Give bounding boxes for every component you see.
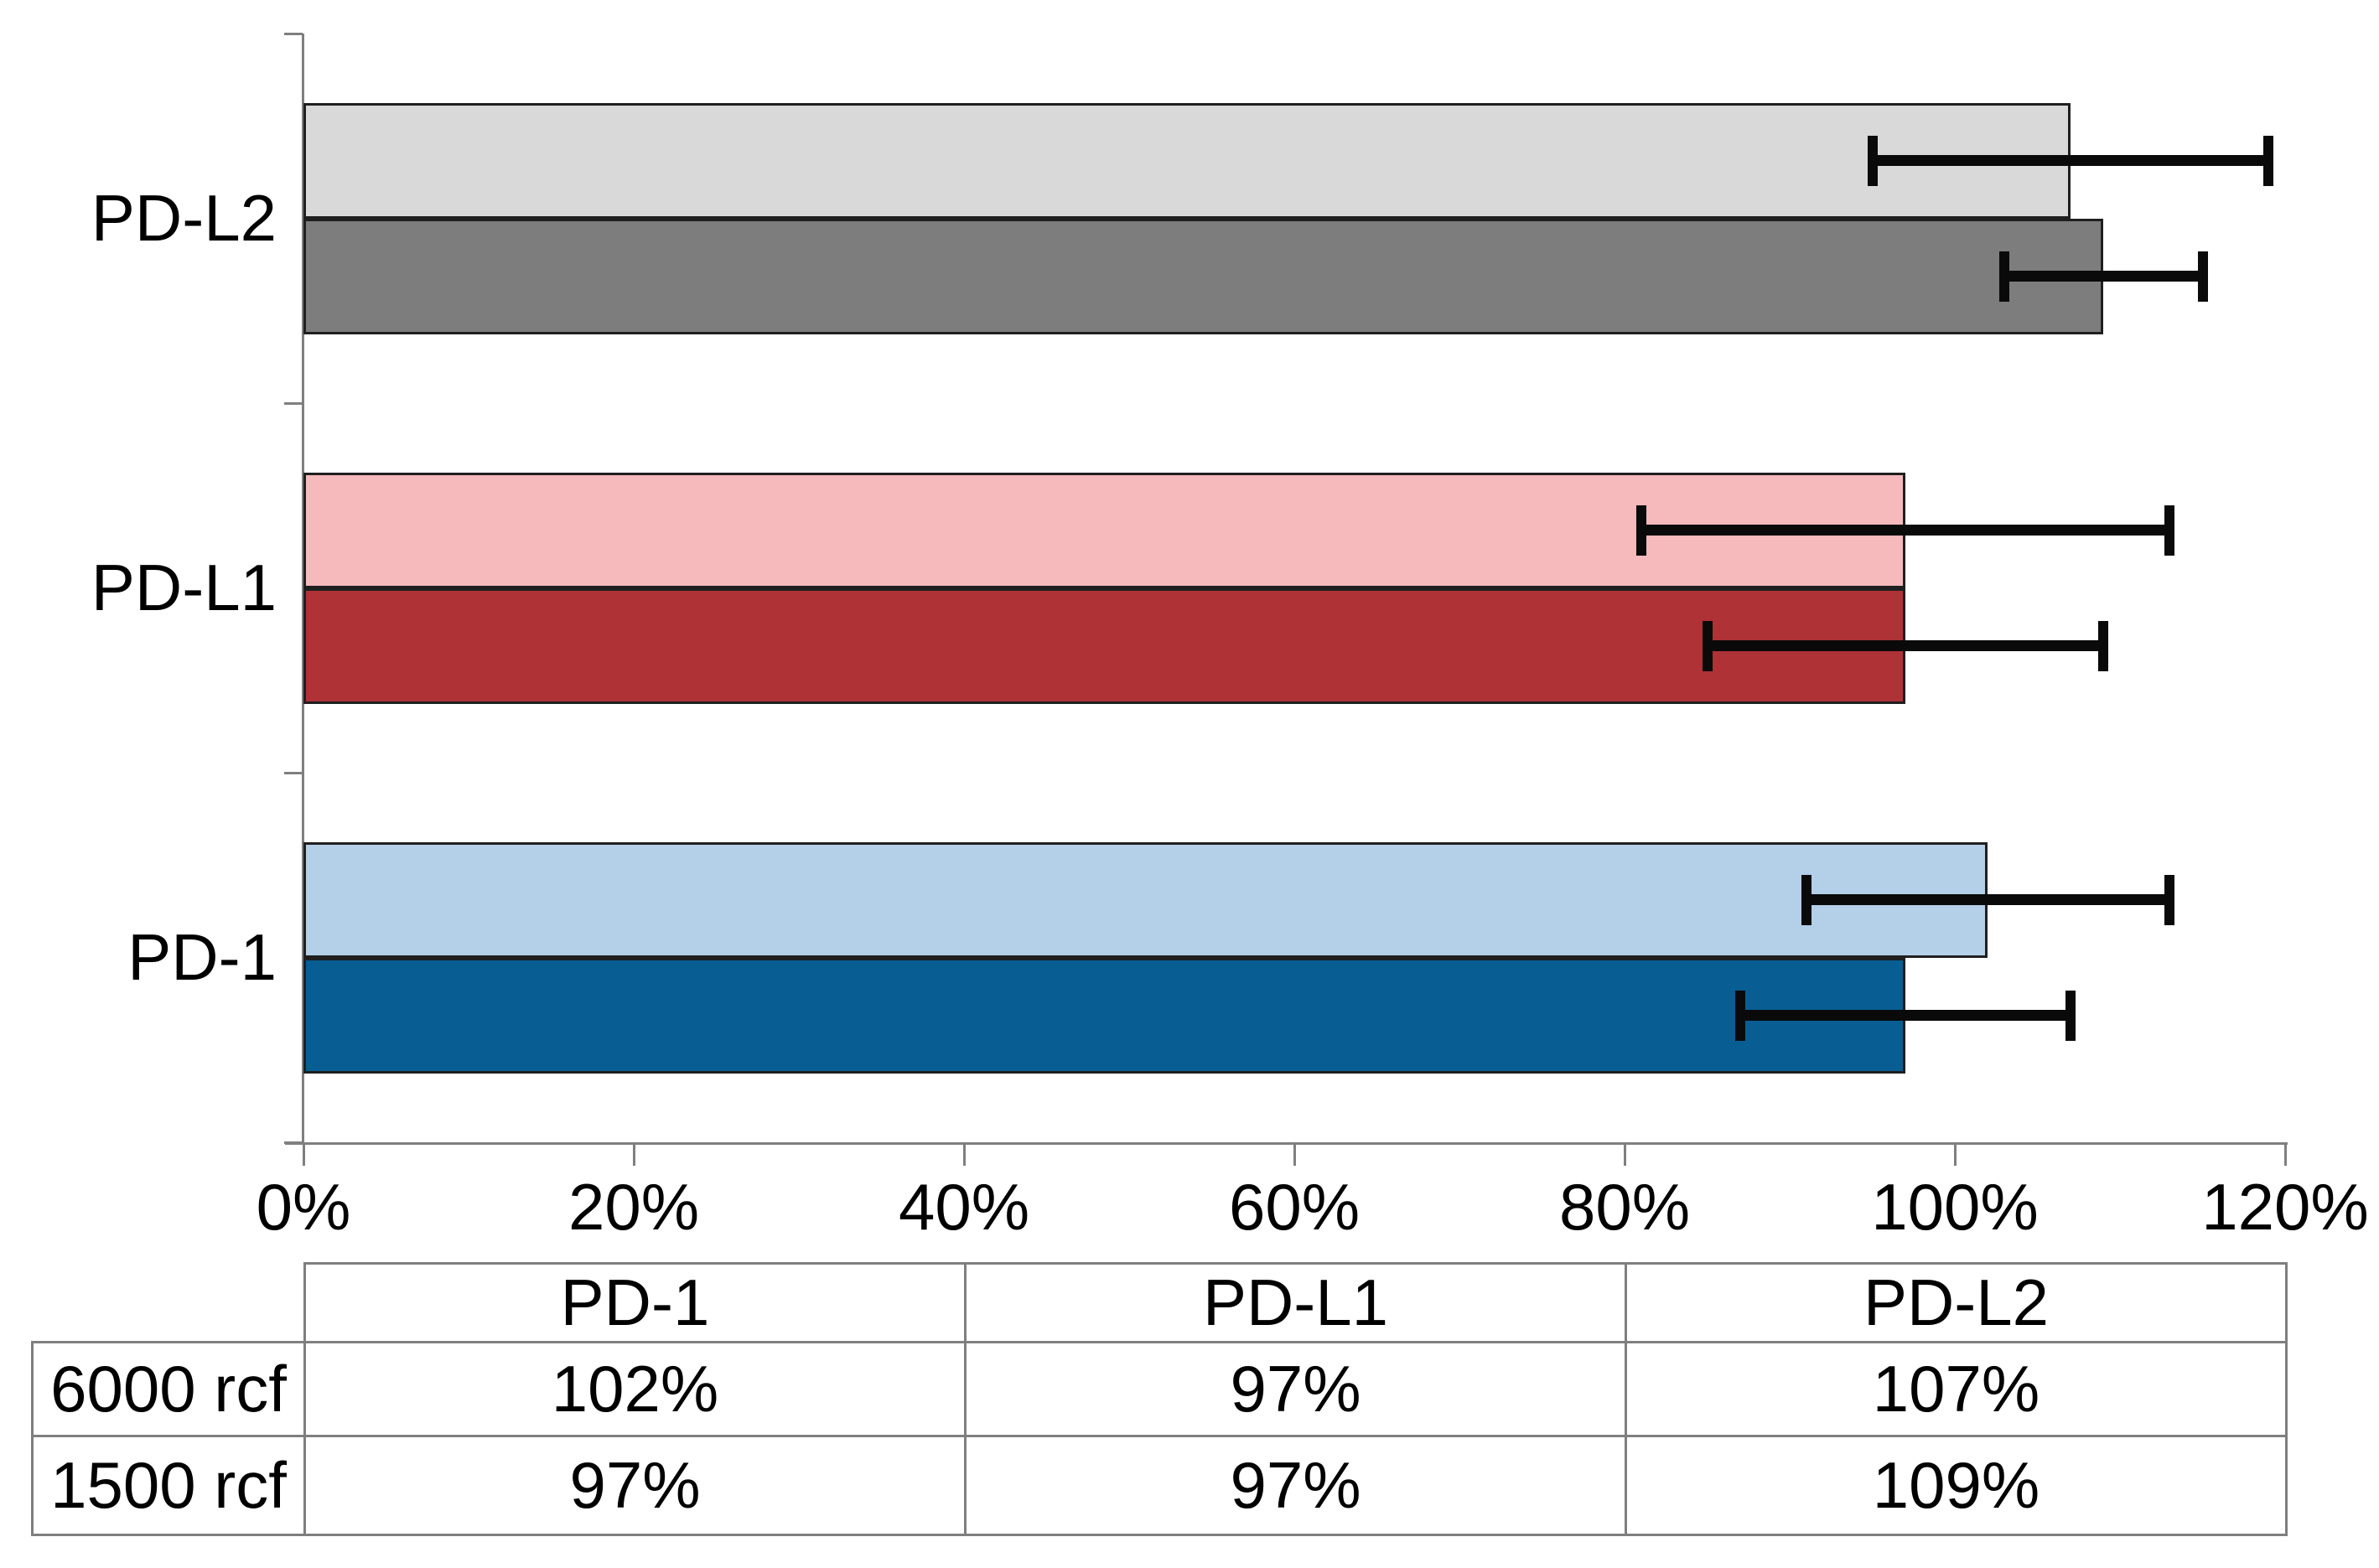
error-bar-cap-high-pd-l1-1500rcf [2098, 620, 2109, 671]
error-bar-whisker-pd-1-6000rcf [1806, 894, 2170, 905]
table-row-header-1500rcf: 1500 rcf [31, 1435, 306, 1536]
table-cell-pd-l1-1500rcf: 97% [964, 1435, 1627, 1536]
table-corner-cell [33, 1264, 305, 1343]
table-cell-pd-1-6000rcf: 102% [303, 1341, 967, 1437]
error-bar-cap-low-pd-l1-6000rcf [1635, 505, 1646, 556]
bar-pd-l1-1500rcf [303, 587, 1905, 704]
y-axis-tick [284, 401, 303, 405]
error-bar-whisker-pd-l1-1500rcf [1707, 640, 2104, 651]
x-axis-line [285, 1142, 2288, 1145]
category-label-pd-l2: PD-L2 [91, 181, 277, 255]
table-cell-pd-1-1500rcf: 97% [303, 1435, 967, 1536]
table-row-header-6000rcf: 6000 rcf [31, 1341, 306, 1437]
bar-pd-l2-1500rcf [303, 218, 2104, 334]
x-axis-tick-label: 120% [2201, 1170, 2369, 1244]
error-bar-cap-high-pd-l1-6000rcf [2164, 505, 2175, 556]
x-axis-tick [1293, 1142, 1296, 1166]
category-label-pd-l1: PD-L1 [91, 551, 277, 624]
x-axis-tick [2283, 1142, 2287, 1166]
table-cell-pd-l2-1500rcf: 109% [1625, 1435, 2288, 1536]
y-axis-tick [284, 1141, 303, 1144]
error-bar-cap-low-pd-1-1500rcf [1734, 990, 1745, 1041]
error-bar-cap-high-pd-l2-6000rcf [2263, 135, 2274, 186]
error-bar-cap-low-pd-l2-6000rcf [1867, 135, 1878, 186]
bar-pd-l1-6000rcf [303, 472, 1905, 588]
error-bar-cap-high-pd-l2-1500rcf [2197, 251, 2208, 302]
x-axis-tick-label: 80% [1558, 1170, 1691, 1244]
x-axis-tick-label: 40% [898, 1170, 1030, 1244]
bar-pd-1-6000rcf [303, 841, 1988, 958]
bar-pd-1-1500rcf [303, 957, 1905, 1074]
category-label-pd-1: PD-1 [127, 920, 277, 994]
table-cell-pd-l2-6000rcf: 107% [1625, 1341, 2288, 1437]
error-bar-cap-low-pd-l1-1500rcf [1702, 620, 1713, 671]
table-col-header-pd-l2: PD-L2 [1625, 1262, 2288, 1343]
error-bar-cap-high-pd-1-1500rcf [2065, 990, 2076, 1041]
error-bar-cap-low-pd-l2-1500rcf [1999, 251, 2010, 302]
y-axis-line [302, 34, 304, 1145]
error-bar-cap-low-pd-1-6000rcf [1801, 874, 1811, 925]
error-bar-whisker-pd-1-1500rcf [1739, 1010, 2071, 1021]
bar-pd-l2-6000rcf [303, 102, 2071, 219]
table-col-header-pd-l1: PD-L1 [964, 1262, 1627, 1343]
data-table: PD-1 PD-L1 PD-L2 6000 rcf 102% 97% 107% 1500 rc… [31, 1262, 2288, 1536]
x-axis-tick-label: 20% [568, 1170, 700, 1244]
y-axis-tick [284, 32, 303, 35]
table-col-header-pd-1: PD-1 [303, 1262, 967, 1343]
error-bar-whisker-pd-l2-6000rcf [1872, 155, 2269, 166]
x-axis-tick [302, 1142, 305, 1166]
x-axis-tick-label: 0% [256, 1170, 351, 1244]
x-axis-tick [1623, 1142, 1626, 1166]
x-axis-tick [1953, 1142, 1957, 1166]
x-axis-tick-label: 100% [1871, 1170, 2039, 1244]
x-axis-tick [962, 1142, 966, 1166]
error-bar-whisker-pd-l1-6000rcf [1640, 525, 2170, 536]
x-axis-tick-label: 60% [1228, 1170, 1361, 1244]
table-cell-pd-l1-6000rcf: 97% [964, 1341, 1627, 1437]
error-bar-whisker-pd-l2-1500rcf [2004, 271, 2203, 282]
y-axis-tick [284, 771, 303, 774]
error-bar-cap-high-pd-1-6000rcf [2164, 874, 2175, 925]
x-axis-tick [632, 1142, 635, 1166]
